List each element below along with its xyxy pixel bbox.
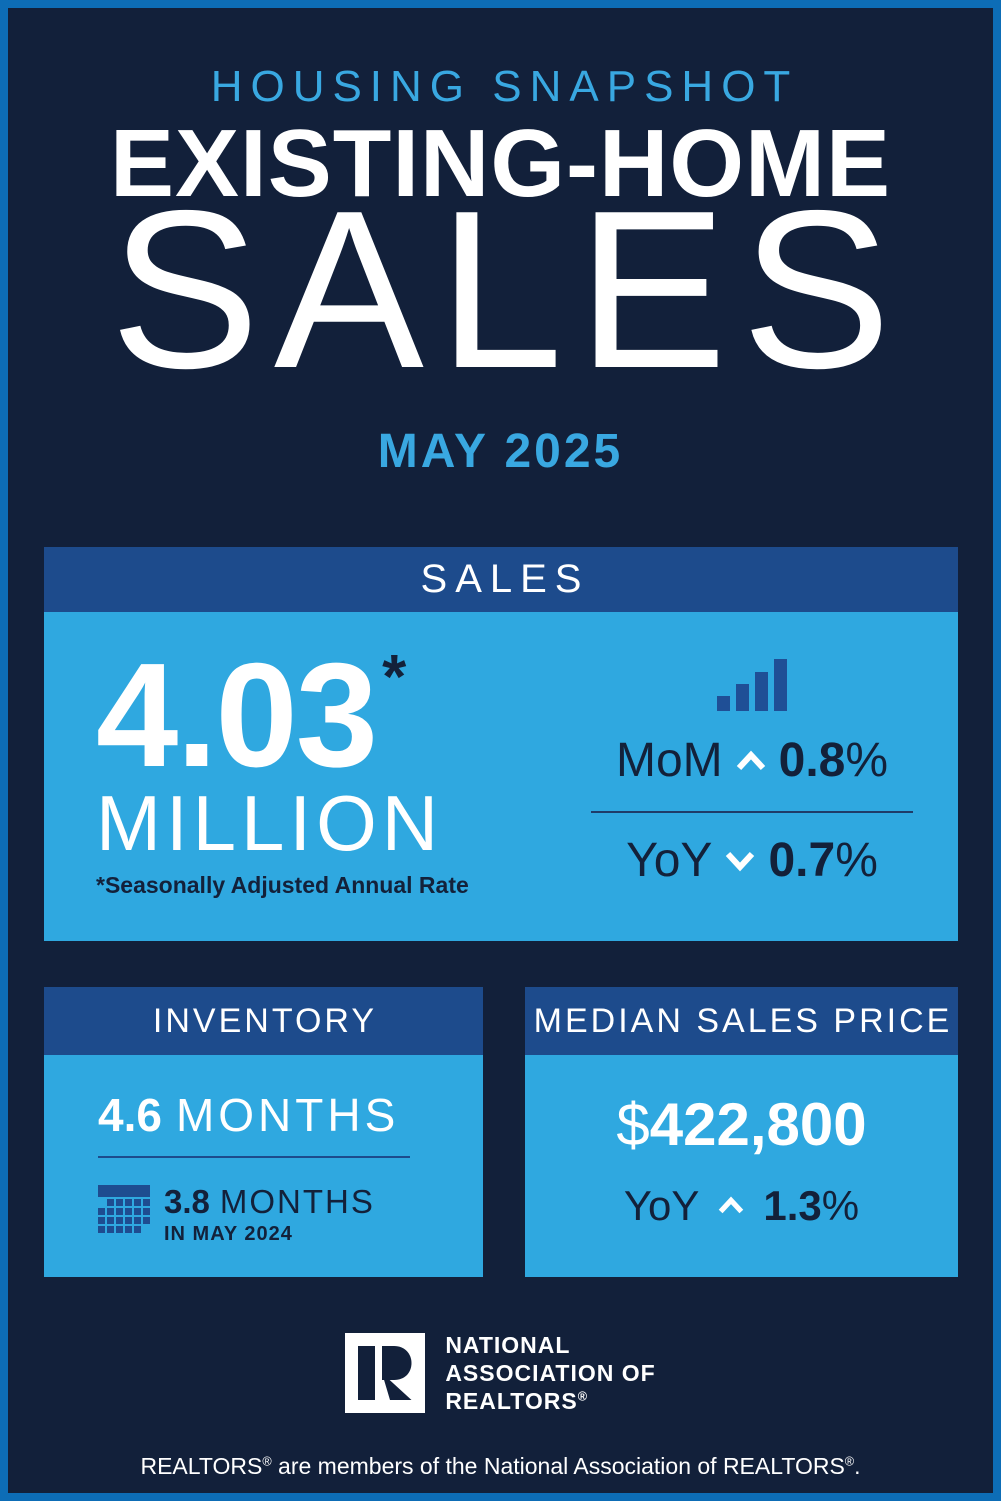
median-yoy-stat: YoY 1.3% xyxy=(623,1181,860,1229)
inventory-previous-period: IN MAY 2024 xyxy=(164,1222,293,1245)
inventory-card-body: 4.6 MONTHS 3.8 M xyxy=(44,1054,483,1277)
inventory-comparison: 3.8 MONTHS IN MAY 2024 xyxy=(98,1184,483,1246)
mom-label: MoM xyxy=(615,733,723,787)
yoy-label: YoY xyxy=(626,833,713,887)
sales-card-body: 4.03* MILLION *Seasonally Adjusted Annua… xyxy=(44,611,958,941)
yoy-value: 0.7 xyxy=(768,833,836,887)
sales-unit: MILLION xyxy=(96,778,444,867)
inventory-previous-unit: MONTHS xyxy=(219,1182,375,1220)
inventory-card-header: INVENTORY xyxy=(44,986,483,1055)
inventory-card-title: INVENTORY xyxy=(152,1001,378,1040)
bar-chart-icon xyxy=(717,658,787,711)
page-title: EXISTING-HOME xyxy=(109,110,892,217)
median-card-body: $422,800 YoY 1.3% xyxy=(525,1054,958,1277)
median-yoy-value: 1.3 xyxy=(763,1181,822,1229)
inventory-card: INVENTORY 4.6 MONTHS xyxy=(44,986,483,1277)
sales-figure-block: 4.03* MILLION *Seasonally Adjusted Annua… xyxy=(44,612,591,941)
median-card-title: MEDIAN SALES PRICE xyxy=(533,1001,953,1040)
inventory-value-line: 4.6 MONTHS xyxy=(98,1092,483,1138)
median-price-card: MEDIAN SALES PRICE $422,800 YoY 1.3% xyxy=(525,986,958,1277)
yoy-percent-sign: % xyxy=(835,833,878,887)
secondary-cards-row: INVENTORY 4.6 MONTHS xyxy=(44,986,958,1277)
bar-4 xyxy=(774,658,787,711)
divider xyxy=(591,810,913,813)
caret-up-icon xyxy=(736,750,765,770)
inventory-previous-line: 3.8 MONTHS xyxy=(164,1185,375,1218)
caret-up-icon xyxy=(719,1196,744,1214)
inventory-value: 4.6 xyxy=(98,1088,162,1141)
sales-card-header: SALES xyxy=(44,546,958,612)
nar-logo: NATIONAL ASSOCIATION OF REALTORS® xyxy=(8,1331,993,1415)
page-title-sales: SALES xyxy=(109,163,906,415)
median-price-value: 422,800 xyxy=(649,1090,867,1158)
nar-logo-line3: REALTORS® xyxy=(445,1387,589,1414)
mom-stat: MoM 0.8% xyxy=(615,733,889,787)
sales-value-number: 4.03 xyxy=(96,632,378,798)
sales-value: 4.03* xyxy=(96,641,591,790)
sales-card-title: SALES xyxy=(420,557,590,601)
footer-text: REALTORS® are members of the National As… xyxy=(140,1452,861,1479)
nar-logo-line2: ASSOCIATION OF xyxy=(445,1359,656,1386)
calendar-top-bar xyxy=(98,1184,150,1197)
median-price: $422,800 xyxy=(616,1094,866,1155)
bar-1 xyxy=(717,695,730,711)
bar-2 xyxy=(736,683,749,711)
median-card-header: MEDIAN SALES PRICE xyxy=(525,986,958,1055)
divider xyxy=(98,1155,410,1158)
median-yoy-label: YoY xyxy=(623,1181,700,1229)
eyebrow-title: HOUSING SNAPSHOT xyxy=(210,62,799,111)
nar-block-r-icon xyxy=(345,1332,426,1413)
nar-logo-text: NATIONAL ASSOCIATION OF REALTORS® xyxy=(445,1331,655,1415)
inventory-previous-value: 3.8 xyxy=(164,1182,210,1220)
chevron-down-icon xyxy=(726,851,755,871)
bar-3 xyxy=(755,671,768,711)
mom-value: 0.8 xyxy=(778,733,846,787)
currency-sign: $ xyxy=(616,1090,650,1158)
nar-logo-line1: NATIONAL xyxy=(445,1331,571,1358)
inventory-previous-block: 3.8 MONTHS IN MAY 2024 xyxy=(164,1185,375,1246)
sales-footnote: *Seasonally Adjusted Annual Rate xyxy=(96,871,469,898)
calendar-grid xyxy=(98,1198,150,1233)
inventory-unit: MONTHS xyxy=(175,1088,400,1141)
mom-percent-sign: % xyxy=(845,733,889,787)
yoy-stat: YoY 0.7% xyxy=(626,833,878,887)
median-yoy-percent-sign: % xyxy=(821,1181,860,1229)
report-period: MAY 2025 xyxy=(377,424,624,478)
sales-card: SALES 4.03* MILLION *Seasonally Adjusted… xyxy=(44,546,958,941)
calendar-icon xyxy=(98,1184,150,1246)
footnote-asterisk: * xyxy=(382,642,407,712)
sales-change-block: MoM 0.8% YoY 0.7% xyxy=(591,612,913,941)
